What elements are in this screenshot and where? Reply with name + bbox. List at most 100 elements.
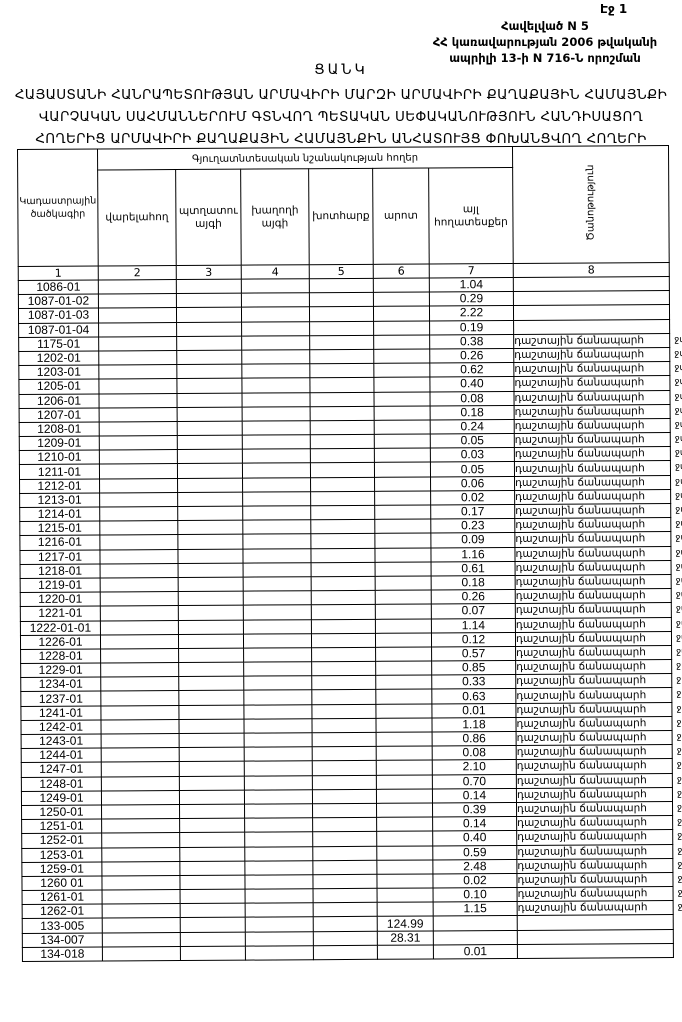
note-cell [513,304,670,321]
margin-mark: ջմ [677,887,682,899]
cell-col-4 [243,605,312,620]
cell-col-5 [309,292,374,308]
note-text: դաշտային ճանապարհ [516,674,647,688]
pasture-value [374,547,432,563]
other-land-value: 0.17 [430,504,515,520]
column-number: 7 [429,263,514,278]
note-text: դաշտային ճանապարհ [516,688,647,702]
cell-col-4 [243,690,312,705]
note-text: դաշտային ճանապարհ [514,376,645,390]
header-agricultural-land: Գյուղատնտեսական նշանակության հողեր [97,146,513,171]
cell-col-4 [242,548,312,563]
cadastral-code: 1234-01 [20,677,101,692]
other-land-value: 0.02 [430,490,515,505]
note-cell: դաշտային ճանապարհ ջմ [516,844,682,860]
cadastral-code: 1208-01 [19,422,100,437]
cell-col-5 [309,349,374,364]
other-land-value: 0.62 [429,362,514,378]
pasture-value [375,561,432,577]
cell-col-4 [245,902,314,918]
column-number: 2 [98,265,177,281]
margin-mark: ջմ [677,873,682,884]
margin-mark: ջմ [674,462,682,473]
pasture-value [376,746,433,761]
pasture-value [375,618,432,634]
other-land-value: 0.06 [430,476,515,491]
cell-col-4 [243,647,312,663]
cell-col-4 [244,746,313,762]
pasture-value [375,604,432,619]
note-text: դաշտային ճանապարհ [515,575,646,588]
document-title: ՀԱՅԱՍՏԱՆԻ ՀԱՆՐԱՊԵՏՈՒԹՅԱՆ ԱՐՄԱՎԻՐԻ ՄԱՐԶԻ … [0,84,682,150]
cell-col-4 [244,789,313,805]
cell-col-2 [99,478,178,493]
cell-col-5 [311,718,377,733]
other-land-value: 0.33 [431,674,516,690]
cell-col-4 [242,477,311,492]
note-text: դաշտային ճանապարհ [514,348,645,361]
note-cell: դաշտային ճանապարհ ջմ [514,418,682,434]
margin-mark: ջմ [675,547,682,558]
cell-col-5 [312,817,377,833]
other-land-value: 1.15 [433,901,518,917]
pasture-value [374,519,431,534]
cell-col-4 [243,562,312,578]
cell-col-2 [100,577,179,593]
cadastral-code: 1252-01 [21,833,102,848]
pasture-value [373,363,430,378]
pasture-value [373,320,430,336]
other-land-value: 0.61 [431,561,516,576]
note-cell: դաշտային ճանապարհ ջմ [516,758,682,775]
cell-col-2 [99,407,178,422]
margin-mark: ջմ [674,433,682,445]
other-land-value: 0.12 [431,632,516,647]
margin-mark: ջմ [677,802,682,813]
note-cell: դաշտային ճանապարհ ջմ [514,446,682,462]
cell-col-2 [98,350,177,366]
cell-col-4 [243,633,312,649]
cadastral-code: 1215-01 [19,521,100,536]
other-land-value: 1.04 [429,277,514,293]
cell-col-3 [179,846,245,862]
other-land-value: 0.26 [431,589,516,605]
cadastral-code: 1228-01 [20,649,101,664]
note-text: դաշտային ճանապարհ [515,603,646,617]
header-pasture: արոտ [372,167,430,265]
note-cell: դաշտային ճանապարհ ջմ [516,829,682,845]
cell-col-5 [309,320,374,336]
cell-col-5 [313,902,378,918]
cell-col-4 [241,378,310,393]
column-number: 1 [18,266,99,281]
note-text: դաշտային ճանապարհ [515,561,646,574]
pasture-value [376,859,433,875]
cell-col-5 [312,845,377,861]
note-cell: դաշտային ճանապարհ ջմ [516,872,682,888]
note-cell: դաշտային ճանապարհ ջմ [517,900,682,916]
cadastral-code: 1237-01 [20,691,101,707]
cell-col-3 [178,619,244,635]
cadastral-code: 1087-01-02 [18,294,99,309]
cell-col-3 [178,718,245,734]
note-cell: դաշտային ճանապարհ ջմ [513,390,682,406]
cell-col-4 [241,292,310,308]
margin-mark: ջմ [675,590,682,601]
other-land-value: 2.22 [429,306,514,321]
cadastral-code: 1175-01 [18,336,99,352]
cell-col-5 [310,519,375,535]
margin-mark: ջմ [675,504,682,515]
cell-col-5 [310,476,375,492]
note-cell: դաշտային ճանապարհ ջմ [514,531,682,548]
note-text: դաշտային ճանապարհ [514,362,645,376]
cadastral-code: 1262-01 [22,904,103,919]
note-text: դաշտային ճանապարհ [517,901,648,915]
cadastral-code: 1217-01 [19,549,101,565]
cell-col-5 [311,647,376,662]
margin-mark: ջմ [675,561,682,572]
cell-col-4 [245,917,314,932]
note-text: դաշտային ճանապարհ [516,646,646,659]
cell-col-2 [98,322,177,337]
cell-col-4 [242,491,311,507]
note-text: դաշտային ճանապարհ [517,816,648,830]
note-cell: դաշտային ճանապարհ ջմ [516,815,682,831]
cell-col-3 [178,676,244,691]
